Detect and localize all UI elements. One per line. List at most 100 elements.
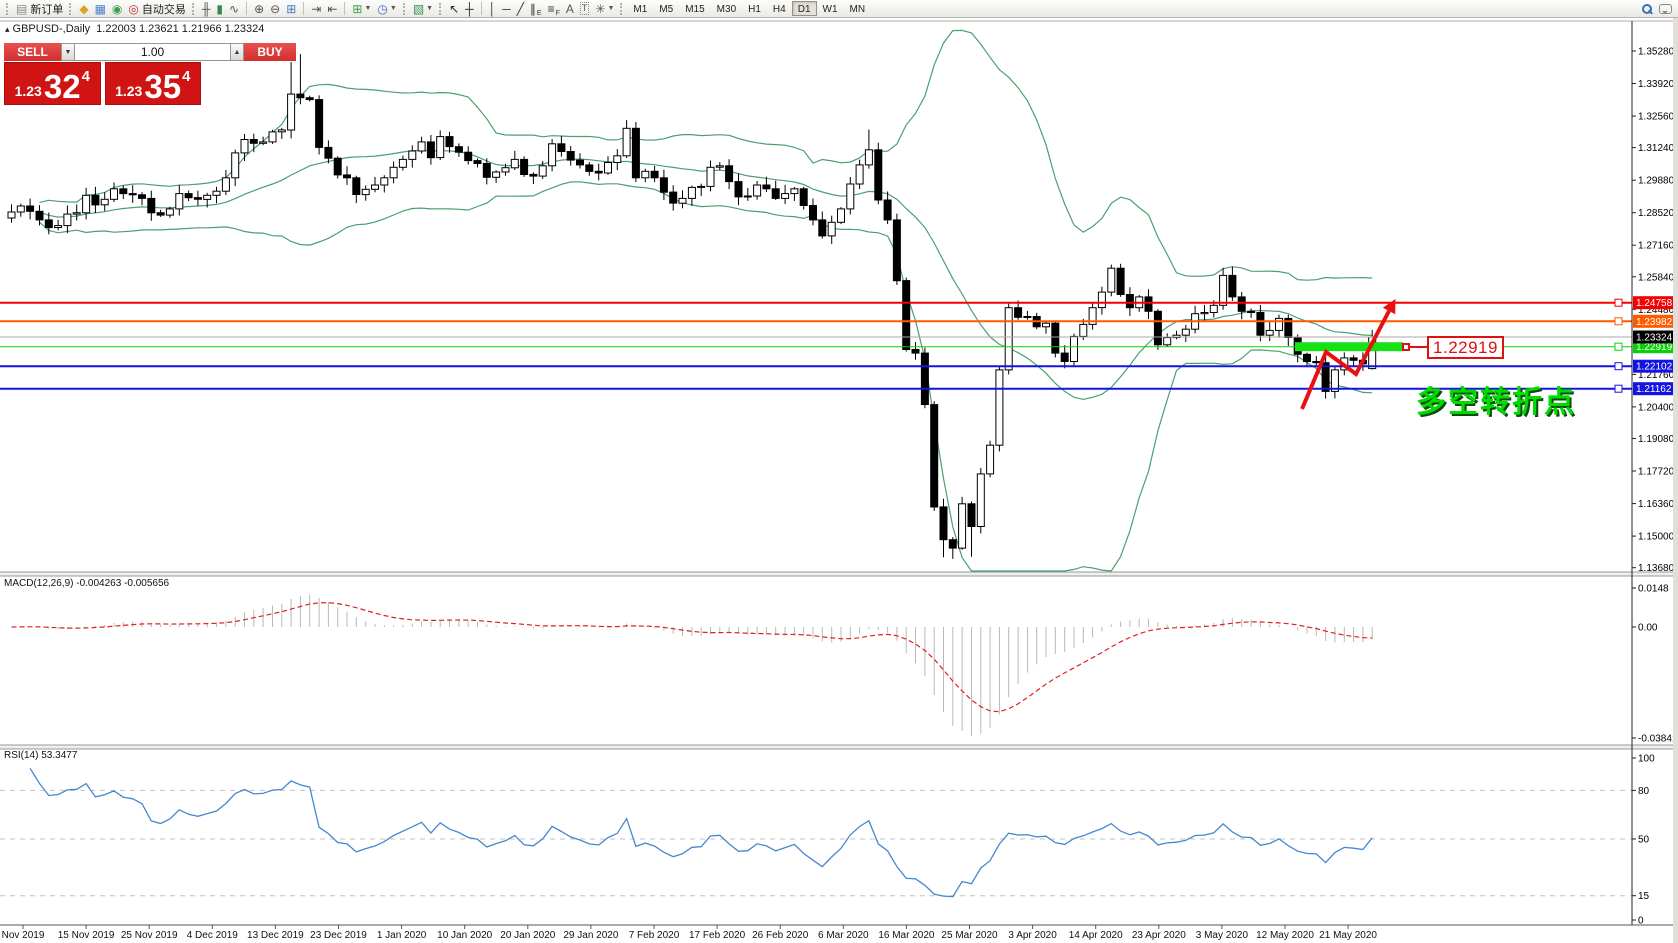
trend-arrow[interactable] bbox=[1300, 299, 1396, 410]
volume-increase-button[interactable]: ▲ bbox=[230, 43, 244, 61]
price-axis-tags: 1.24758 1.23982 1.22919 1.22102 1.21162 1.233… bbox=[1633, 296, 1678, 396]
macd-histogram bbox=[20, 594, 1373, 736]
hline-handle[interactable] bbox=[1614, 317, 1623, 326]
zoom-out-icon: ⊖ bbox=[270, 1, 281, 16]
svg-text:80: 80 bbox=[1638, 786, 1650, 797]
zoom-in-button[interactable]: ⊕ bbox=[251, 1, 267, 17]
date-label: 23 Dec 2019 bbox=[310, 930, 367, 941]
bar-chart-mode-icon: ╫ bbox=[201, 1, 211, 16]
toolbar-separator bbox=[344, 2, 346, 15]
chart-template-dropdown-caret[interactable]: ▼ bbox=[426, 5, 434, 12]
candles[interactable] bbox=[7, 54, 1377, 559]
toolbar-grip bbox=[620, 2, 623, 15]
arrow-objects-button[interactable]: ✳ ▼ bbox=[592, 1, 617, 17]
price-tick-label: 1.31240 bbox=[1638, 143, 1675, 154]
crosshair-icon: ┼ bbox=[465, 1, 474, 16]
vertical-line-button[interactable]: │ bbox=[486, 1, 500, 17]
hline-handle[interactable] bbox=[1614, 384, 1623, 393]
bid-price-button[interactable]: 1.23 32 4 bbox=[4, 62, 101, 105]
fibonacci-retracement-button[interactable]: ≡ F bbox=[545, 1, 563, 17]
hline-handle[interactable] bbox=[1614, 342, 1623, 351]
date-label: 16 Mar 2020 bbox=[878, 930, 935, 941]
sell-button[interactable]: SELL bbox=[4, 43, 61, 61]
bid-prefix: 1.23 bbox=[14, 83, 42, 99]
candlestick-chart-mode-button[interactable]: ▮ bbox=[213, 1, 226, 17]
hline-handle[interactable] bbox=[1614, 298, 1623, 307]
styler-button[interactable]: ◆ bbox=[76, 1, 91, 17]
timeframe-w1-button[interactable]: W1 bbox=[822, 4, 838, 15]
auto-scroll-button[interactable]: ⇥ bbox=[308, 1, 324, 17]
horizontal-line-button[interactable]: ─ bbox=[499, 1, 514, 17]
chart-template-button[interactable]: ▧ ▼ bbox=[410, 1, 436, 17]
timeframe-m5-button[interactable]: M5 bbox=[659, 4, 674, 15]
window-edge bbox=[1673, 18, 1678, 943]
price-tick-label: 1.20400 bbox=[1638, 402, 1675, 413]
volume-input[interactable] bbox=[75, 43, 230, 61]
buy-button[interactable]: BUY bbox=[244, 43, 296, 61]
hline-price-tag: 1.24758 bbox=[1636, 298, 1673, 309]
toolbar: ▤ 新订单 ◆ ▦ ◉ ◎ 自动交易 ╫ ▮ ∿ ⊕ ⊖ ⊞ ⇥ ⇤ ⊞ ▼ ◷ ▼ ▧ ▼ ↖ ┼ │ ─ ╱ ∥ E ≡ F A T ✳ ▼ M… bbox=[0, 0, 1678, 18]
auto-trading-button[interactable]: ◎ 自动交易 bbox=[125, 1, 188, 17]
toolbar-grip bbox=[69, 2, 72, 15]
timeframe-d1-button[interactable]: D1 bbox=[791, 1, 817, 16]
chat-button[interactable] bbox=[1656, 1, 1675, 17]
navigator-button[interactable]: ◉ bbox=[109, 1, 125, 17]
trendline-button[interactable]: ╱ bbox=[514, 1, 527, 17]
horizontal-line-icon: ─ bbox=[502, 1, 511, 16]
date-label: 26 Feb 2020 bbox=[752, 930, 809, 941]
date-label: 6 Mar 2020 bbox=[818, 930, 869, 941]
periods-button[interactable]: ◷ ▼ bbox=[374, 1, 399, 17]
market-watch-button[interactable]: ▦ bbox=[92, 1, 109, 17]
market-watch-icon: ▦ bbox=[94, 1, 106, 16]
date-label: 25 Nov 2019 bbox=[121, 930, 178, 941]
timeframe-h4-button[interactable]: H4 bbox=[772, 4, 786, 15]
arrow-objects-dropdown-caret[interactable]: ▼ bbox=[607, 5, 615, 12]
price-tick-label: 1.29880 bbox=[1638, 176, 1675, 187]
bid-big-digits: 32 bbox=[43, 67, 81, 105]
timeframe-m15-button[interactable]: M15 bbox=[685, 4, 705, 15]
new-order-button[interactable]: ▤ 新订单 bbox=[13, 1, 66, 17]
chart-symbol-icon: ▴ bbox=[5, 24, 10, 34]
timeframe-mn-button[interactable]: MN bbox=[849, 4, 866, 15]
ask-big-digits: 35 bbox=[144, 67, 182, 105]
support-zone-rectangle[interactable] bbox=[1295, 342, 1403, 352]
tile-windows-button[interactable]: ⊞ bbox=[283, 1, 299, 17]
svg-text:15: 15 bbox=[1638, 891, 1650, 902]
chart-shift-button[interactable]: ⇤ bbox=[324, 1, 340, 17]
periods-dropdown-caret[interactable]: ▼ bbox=[389, 5, 397, 12]
hline-handle[interactable] bbox=[1614, 362, 1623, 371]
search-icon bbox=[1641, 3, 1653, 15]
line-chart-mode-button[interactable]: ∿ bbox=[226, 1, 242, 17]
ask-price-button[interactable]: 1.23 35 4 bbox=[104, 62, 201, 105]
zoom-out-button[interactable]: ⊖ bbox=[267, 1, 283, 17]
text-label-button[interactable]: T bbox=[577, 1, 593, 17]
new-order-label: 新订单 bbox=[30, 3, 64, 16]
fibonacci-retracement-sub-label: F bbox=[555, 9, 560, 17]
chart-background[interactable] bbox=[0, 18, 1678, 943]
rsi-indicator-label: RSI(14) 53.3477 bbox=[4, 750, 78, 761]
volume-decrease-button[interactable]: ▼ bbox=[61, 43, 75, 61]
timeframe-m1-button[interactable]: M1 bbox=[633, 4, 648, 15]
new-chart-button[interactable]: ⊞ ▼ bbox=[349, 1, 374, 17]
bid-price-tag: 1.23324 bbox=[1636, 333, 1673, 344]
equidistant-channel-button[interactable]: ∥ E bbox=[527, 1, 545, 17]
date-label: 13 Dec 2019 bbox=[247, 930, 304, 941]
text-button[interactable]: A bbox=[563, 1, 577, 17]
one-click-trading-panel: SELL ▼ ▲ BUY 1.23 32 4 1.23 35 4 bbox=[4, 43, 296, 105]
chart-symbol-period: GBPUSD-,Daily bbox=[12, 23, 91, 35]
timeframe-m30-button[interactable]: M30 bbox=[716, 4, 737, 15]
crosshair-button[interactable]: ┼ bbox=[462, 1, 477, 17]
pane-separators[interactable] bbox=[0, 571, 1678, 750]
turning-point-annotation[interactable]: 多空转折点 bbox=[1416, 386, 1576, 419]
new-chart-dropdown-caret[interactable]: ▼ bbox=[364, 5, 372, 12]
price-callout-box[interactable]: 1.22919 bbox=[1427, 336, 1504, 359]
vertical-line-icon: │ bbox=[488, 1, 497, 16]
timeframe-h1-button[interactable]: H1 bbox=[748, 4, 761, 15]
search-button[interactable] bbox=[1638, 1, 1656, 17]
rsi-axis-ticks: 100 80 50 15 0 bbox=[1632, 754, 1655, 927]
cursor-button[interactable]: ↖ bbox=[446, 1, 462, 17]
bar-chart-mode-button[interactable]: ╫ bbox=[199, 1, 214, 17]
toolbar-grip bbox=[6, 2, 9, 15]
price-callout-connector bbox=[1410, 346, 1427, 348]
